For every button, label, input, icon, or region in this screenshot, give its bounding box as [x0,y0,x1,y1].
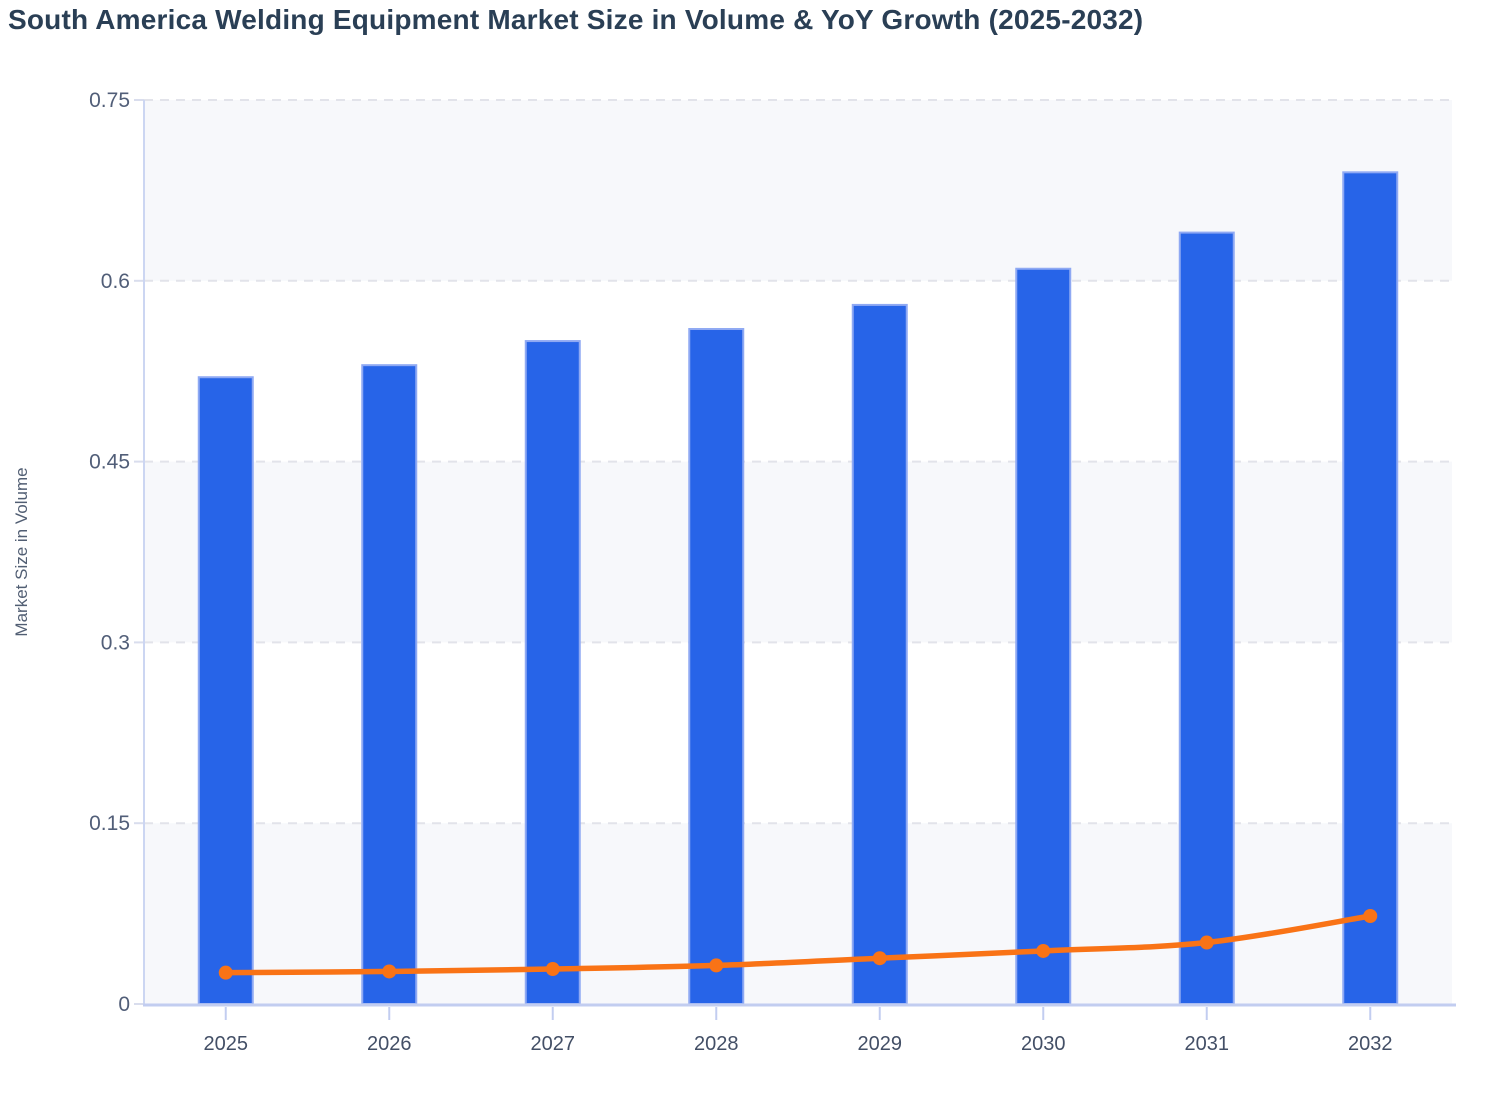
x-tick-label-2031: 2031 [1185,1033,1230,1055]
x-tick-label-2026: 2026 [367,1033,412,1055]
x-tick-label-2030: 2030 [1021,1033,1066,1055]
line-point-2027[interactable] [545,962,560,977]
x-tick-label-2027: 2027 [531,1033,576,1055]
x-tick-label-2025: 2025 [204,1033,249,1055]
plot-band [144,100,1452,281]
bar-2026[interactable] [361,364,418,1005]
line-point-2029[interactable] [872,951,887,966]
bar-2032[interactable] [1342,171,1399,1005]
plot-band [144,823,1452,1004]
y-tick-label: 0 [118,993,130,1016]
plot-band [144,461,1452,643]
bar-2031[interactable] [1178,231,1235,1005]
x-tick-label-2028: 2028 [694,1033,739,1055]
y-tick-label: 0.45 [89,451,130,474]
x-tick-label-2029: 2029 [858,1033,903,1055]
bar-2027[interactable] [524,340,581,1006]
line-point-2028[interactable] [709,958,724,973]
line-point-2030[interactable] [1036,943,1051,958]
line-point-2026[interactable] [382,964,397,979]
bar-2025[interactable] [197,376,254,1005]
y-tick-label: 0.6 [101,270,130,293]
yoy-growth-line [223,913,1373,976]
x-tick-label-2032: 2032 [1348,1033,1393,1055]
chart-title: South America Welding Equipment Market S… [8,4,1144,35]
line-point-2032[interactable] [1363,909,1378,924]
bar-2028[interactable] [688,328,745,1006]
y-tick-label: 0.75 [89,89,130,112]
bar-2030[interactable] [1015,267,1072,1006]
y-tick-label: 0.3 [101,631,130,654]
bar-2029[interactable] [851,303,908,1005]
line-point-2025[interactable] [218,965,233,980]
y-tick-label: 0.15 [89,812,130,835]
line-point-2031[interactable] [1199,935,1214,950]
